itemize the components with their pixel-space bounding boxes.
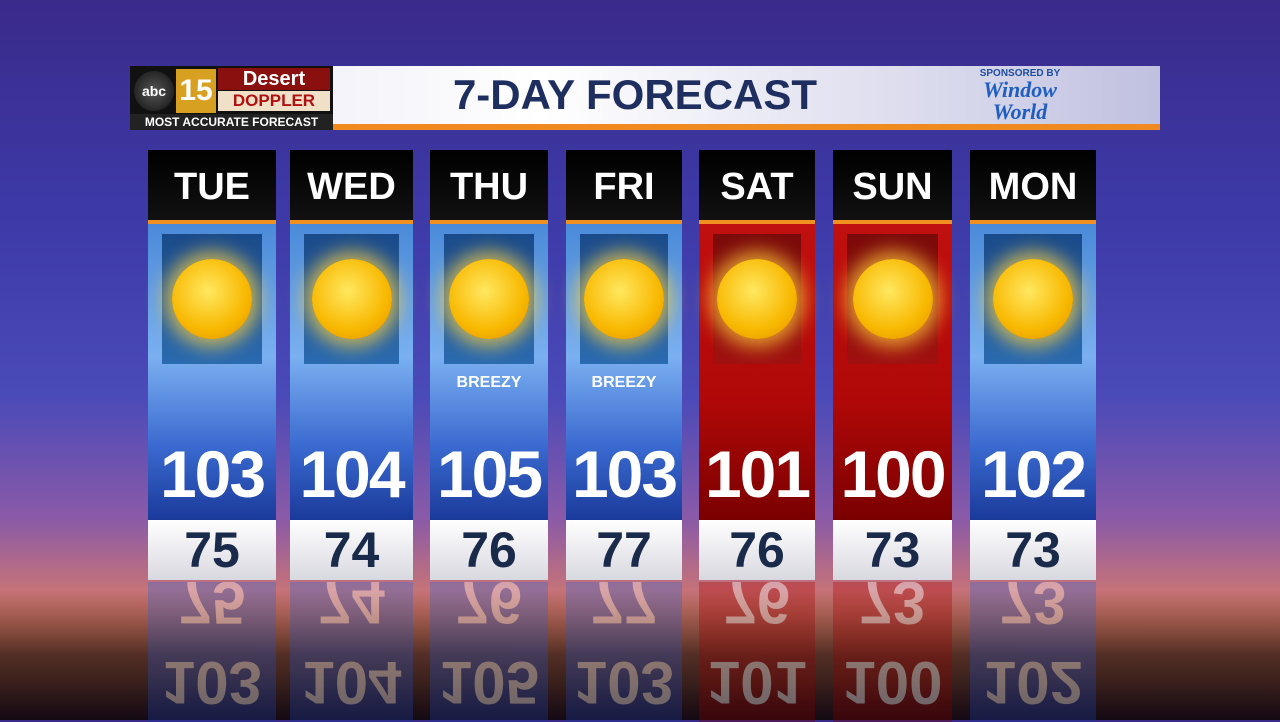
day-label: SAT [699, 150, 815, 224]
reflection-low: 76 [723, 582, 791, 636]
sunny-icon [984, 234, 1082, 364]
low-temp: 73 [970, 520, 1096, 580]
sunny-icon [304, 234, 399, 364]
sunny-icon [580, 234, 668, 364]
day-label: TUE [148, 150, 276, 224]
forecast-panel: 102 [970, 224, 1096, 520]
reflection-low: 74 [318, 582, 385, 636]
reflection-high: 103 [573, 649, 675, 716]
low-temp: 75 [148, 520, 276, 580]
reflection: 103 75 [148, 582, 276, 722]
logo-tagline: MOST ACCURATE FORECAST [130, 114, 333, 130]
condition-text: BREEZY [591, 374, 657, 391]
sunny-icon [444, 234, 534, 364]
high-temp: 101 [704, 437, 811, 511]
reflection-high: 100 [842, 649, 943, 716]
sun-icon [584, 259, 664, 339]
day-label: THU [430, 150, 548, 224]
forecast-panel: 103 [148, 224, 276, 520]
low-temp: 73 [833, 520, 952, 580]
high-temp: 105 [436, 437, 543, 511]
high-temp: 103 [571, 437, 678, 511]
day-column-mon: MON 102 73 [970, 150, 1096, 580]
condition-text: BREEZY [456, 374, 522, 391]
sun-icon [172, 259, 252, 339]
low-temp: 74 [290, 520, 413, 580]
forecast-panel: BREEZY 105 [430, 224, 548, 520]
sponsor-label: SPONSORED BY [979, 68, 1061, 79]
day-label: SUN [833, 150, 952, 224]
sunny-icon [162, 234, 262, 364]
channel-number: 15 [176, 69, 216, 113]
reflection-high: 105 [438, 649, 540, 716]
low-temp: 76 [699, 520, 815, 580]
reflection-low: 77 [590, 582, 658, 636]
sun-icon [449, 259, 529, 339]
high-temp: 102 [980, 437, 1087, 511]
sponsor-name-2: World [992, 99, 1048, 124]
reflection: 104 74 [290, 582, 413, 722]
page-title: 7-DAY FORECAST [452, 71, 818, 118]
sun-icon [993, 259, 1073, 339]
reflection-high: 101 [706, 649, 808, 716]
sunny-icon [847, 234, 938, 364]
brand-doppler: DOPPLER [218, 91, 330, 111]
low-temp: 76 [430, 520, 548, 580]
forecast-panel: 100 [833, 224, 952, 520]
day-column-fri: FRI BREEZY 103 77 [566, 150, 682, 580]
day-column-sat: SAT 101 76 [699, 150, 815, 580]
sponsor-name-1: Window [983, 77, 1057, 102]
sponsor-logo: SPONSORED BY Window World [920, 66, 1120, 124]
high-temp: 100 [840, 437, 946, 511]
day-column-sun: SUN 100 73 [833, 150, 952, 580]
reflection-high: 103 [161, 649, 263, 716]
reflection: 102 73 [970, 582, 1096, 722]
reflection-low: 76 [455, 582, 523, 636]
reflection-high: 104 [301, 649, 402, 716]
high-temp: 104 [299, 437, 405, 511]
reflection-low: 75 [178, 582, 246, 636]
reflection: 103 77 [566, 582, 682, 722]
day-label: MON [970, 150, 1096, 224]
reflection-low: 73 [859, 582, 926, 636]
reflection: 105 76 [430, 582, 548, 722]
brand-desert: Desert [218, 68, 330, 90]
day-label: WED [290, 150, 413, 224]
reflection-high: 102 [982, 649, 1084, 716]
forecast-banner: abc 15 Desert DOPPLER MOST ACCURATE FORE… [130, 66, 1160, 130]
day-label: FRI [566, 150, 682, 224]
sun-icon [311, 259, 392, 339]
forecast-panel: BREEZY 103 [566, 224, 682, 520]
sunny-icon [713, 234, 801, 364]
day-column-thu: THU BREEZY 105 76 [430, 150, 548, 580]
forecast-panel: 101 [699, 224, 815, 520]
day-column-tue: TUE 103 75 [148, 150, 276, 580]
day-column-wed: WED 104 74 [290, 150, 413, 580]
abc-logo: abc [134, 71, 174, 111]
forecast-panel: 104 [290, 224, 413, 520]
low-temp: 77 [566, 520, 682, 580]
sun-icon [717, 259, 797, 339]
station-logo: abc 15 Desert DOPPLER MOST ACCURATE FORE… [130, 66, 333, 130]
reflection-low: 73 [999, 582, 1067, 636]
reflection: 101 76 [699, 582, 815, 722]
high-temp: 103 [159, 437, 266, 511]
reflection: 100 73 [833, 582, 952, 722]
desert-silhouette [0, 590, 1280, 720]
sun-icon [852, 259, 933, 339]
